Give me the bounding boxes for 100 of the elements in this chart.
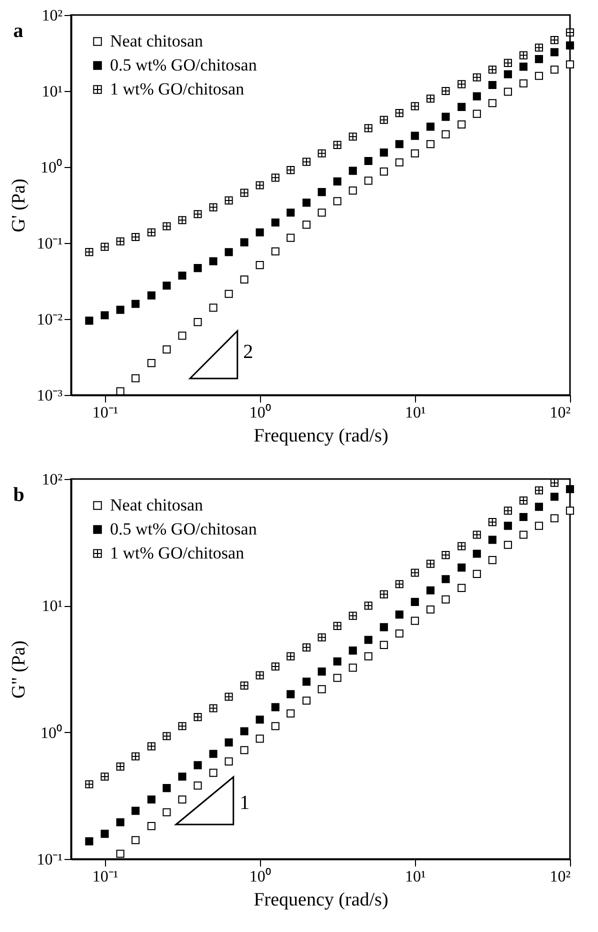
point xyxy=(333,140,342,149)
point xyxy=(348,664,357,672)
point xyxy=(178,272,186,280)
point xyxy=(162,808,171,816)
point xyxy=(302,198,311,207)
point xyxy=(380,116,388,124)
point xyxy=(302,696,311,705)
legend-label: 1 wt% GO/chitosan xyxy=(110,80,245,98)
point xyxy=(302,678,311,686)
point xyxy=(472,110,481,118)
chart-title: a xyxy=(13,20,24,42)
y-tick-label: 10¹ xyxy=(42,84,63,100)
point xyxy=(162,345,171,354)
point xyxy=(458,542,466,550)
point xyxy=(348,612,357,620)
point xyxy=(550,478,558,487)
point xyxy=(240,682,248,690)
point xyxy=(302,220,311,229)
point xyxy=(395,140,404,148)
point xyxy=(426,94,435,103)
point xyxy=(519,496,528,505)
point xyxy=(410,616,419,625)
point xyxy=(162,784,171,792)
point xyxy=(426,560,435,568)
point xyxy=(271,174,280,182)
point xyxy=(147,291,156,300)
point xyxy=(534,44,544,52)
point xyxy=(271,247,280,256)
point xyxy=(147,822,156,830)
point xyxy=(224,738,233,746)
point xyxy=(100,242,109,251)
y-tick-label: 10⁰ xyxy=(40,724,62,742)
annotation: 2 xyxy=(243,340,254,363)
y-tick-label: 10⁻² xyxy=(36,312,63,328)
point xyxy=(519,530,528,539)
point xyxy=(256,716,264,724)
point xyxy=(286,690,295,698)
point xyxy=(534,486,544,494)
point xyxy=(519,512,528,522)
point xyxy=(132,300,140,308)
point xyxy=(380,148,388,157)
point xyxy=(426,140,435,148)
x-axis-title: Frequency (rad/s) xyxy=(254,426,388,446)
point xyxy=(85,248,94,256)
point xyxy=(209,257,218,266)
point xyxy=(504,58,512,67)
legend-label: Neat chitosan xyxy=(110,32,204,50)
point xyxy=(566,28,574,37)
point xyxy=(209,750,218,758)
point xyxy=(240,746,248,754)
point xyxy=(132,752,140,760)
point xyxy=(162,732,171,740)
point xyxy=(550,66,558,74)
point xyxy=(426,605,435,614)
point xyxy=(286,234,295,242)
y-tick-label: 10² xyxy=(42,8,63,24)
point xyxy=(286,208,295,217)
point xyxy=(256,181,264,190)
y-tick-label: 10⁰ xyxy=(40,158,62,176)
point xyxy=(85,780,94,788)
point xyxy=(256,671,264,680)
point xyxy=(333,197,342,206)
point xyxy=(534,55,544,64)
x-axis-title: Frequency (rad/s) xyxy=(254,890,388,910)
point xyxy=(458,120,466,128)
legend-label: Neat chitosan xyxy=(110,496,204,514)
point xyxy=(224,757,233,766)
y-axis-title: G' (Pa) xyxy=(8,178,30,232)
point xyxy=(271,218,280,227)
point xyxy=(194,210,202,218)
point xyxy=(380,640,388,649)
point xyxy=(333,177,342,186)
point xyxy=(333,622,342,630)
point xyxy=(256,734,264,743)
point xyxy=(442,130,450,138)
point xyxy=(488,99,496,108)
point xyxy=(116,850,124,858)
point xyxy=(472,73,481,82)
point xyxy=(458,564,466,572)
point xyxy=(410,102,419,110)
point xyxy=(442,595,450,604)
point xyxy=(286,709,295,718)
point xyxy=(132,836,140,844)
point xyxy=(364,124,372,132)
point xyxy=(147,228,156,236)
point xyxy=(100,311,109,320)
point xyxy=(458,102,466,111)
point xyxy=(116,762,124,771)
point xyxy=(442,551,450,560)
point xyxy=(209,203,218,212)
point xyxy=(410,568,419,577)
point xyxy=(224,290,233,298)
annotation: 1 xyxy=(240,792,250,814)
point xyxy=(488,518,496,526)
point xyxy=(566,60,574,68)
point xyxy=(224,196,233,204)
point xyxy=(85,316,94,325)
point xyxy=(442,112,450,121)
point xyxy=(116,237,124,246)
point xyxy=(566,41,574,50)
